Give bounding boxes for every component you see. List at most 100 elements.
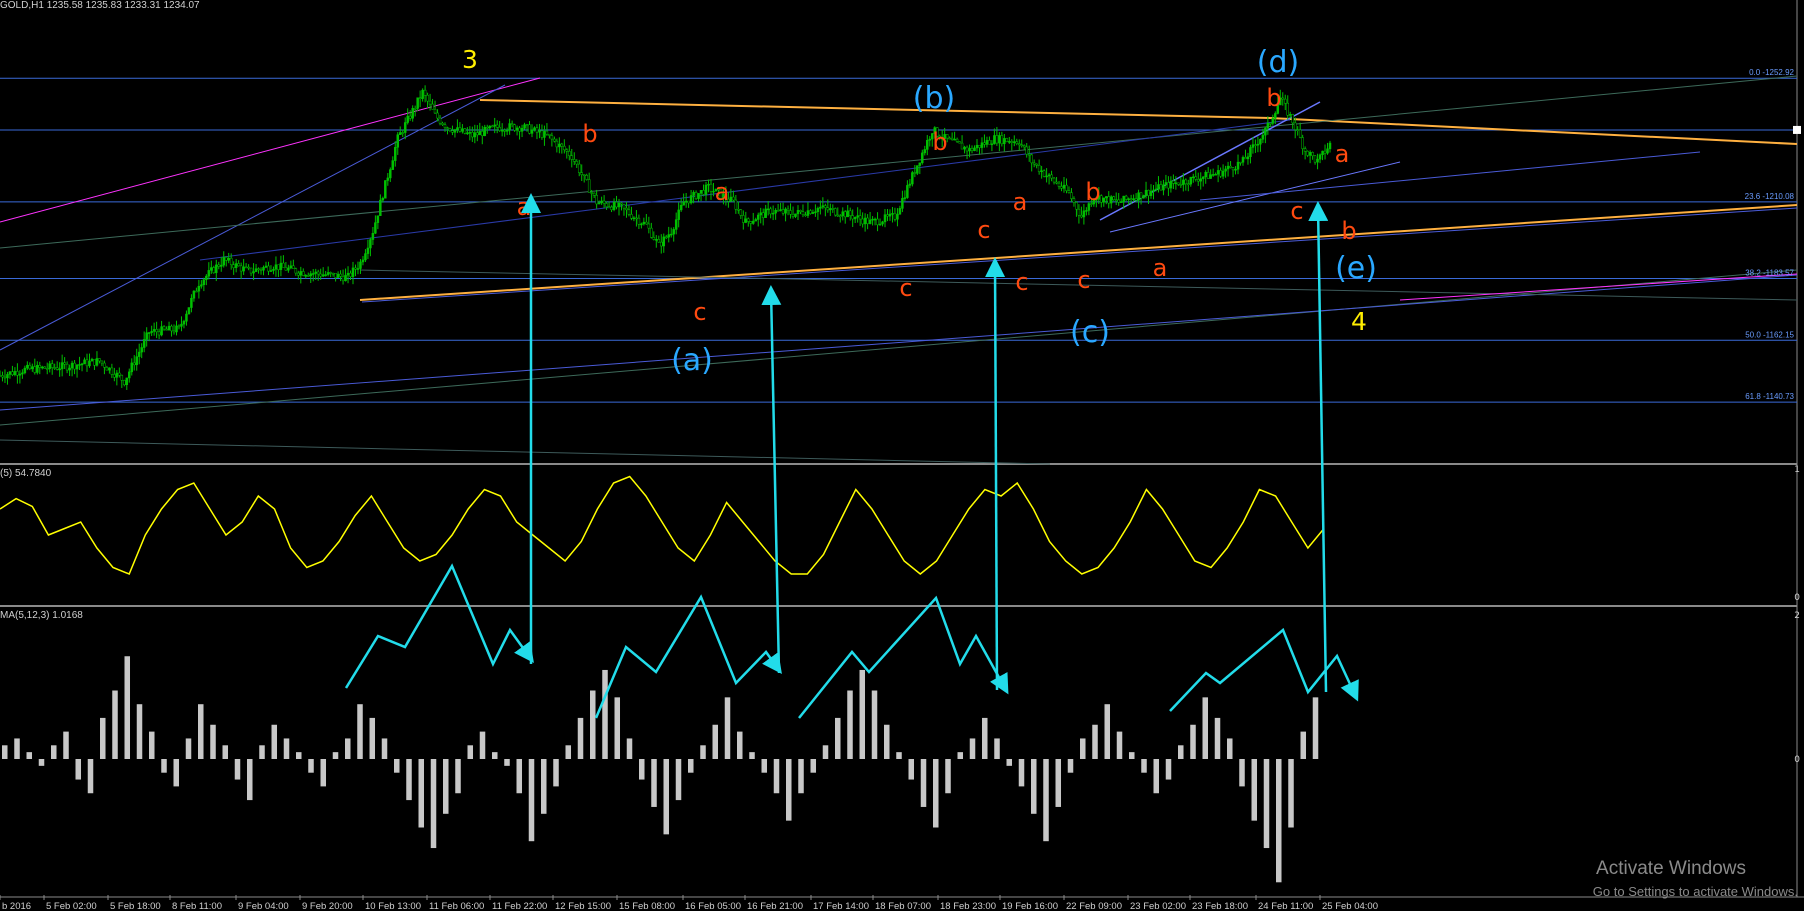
candle-body — [1114, 199, 1118, 201]
macd-bar — [492, 752, 498, 759]
candle-body — [774, 209, 777, 214]
wave-label-orange: c — [899, 274, 912, 302]
bottom-gray-line — [0, 439, 1051, 465]
candle-body — [1236, 161, 1240, 170]
candle-body — [215, 264, 218, 273]
wave-label-orange: a — [1335, 140, 1350, 168]
candle-body — [742, 215, 745, 223]
macd-bar — [700, 745, 706, 759]
macd-bar — [675, 759, 682, 801]
candle-body — [1142, 195, 1145, 199]
candle-body — [284, 267, 288, 271]
candle-body — [627, 209, 631, 215]
candle-body — [1060, 186, 1063, 189]
candle-body — [940, 137, 944, 140]
candle-body — [1032, 162, 1036, 165]
macd-bar — [1190, 724, 1196, 759]
candle-body — [476, 132, 479, 136]
candle-body — [993, 135, 996, 145]
candle-body — [816, 208, 820, 213]
candle-body — [1, 375, 4, 378]
candle-body — [396, 134, 400, 148]
macd-bar — [271, 724, 278, 759]
stoch-label: (5) 54.7840 — [0, 468, 52, 479]
candle-body — [493, 124, 496, 127]
candle-body — [796, 210, 800, 215]
candle-body — [642, 221, 646, 225]
macd-bar — [1276, 759, 1282, 883]
candle-body — [669, 233, 673, 236]
candle-body — [513, 124, 516, 131]
candle-body — [558, 143, 561, 148]
macd-bar — [798, 759, 804, 794]
macd-bar — [1251, 759, 1258, 821]
candle-body — [1288, 114, 1292, 116]
candle-body — [829, 208, 832, 211]
triangle-top-line — [1269, 117, 1798, 145]
candle-body — [995, 135, 999, 144]
candle-body — [125, 377, 129, 386]
candle-body — [346, 272, 350, 276]
stoch-scale-bottom: 0 — [1794, 593, 1800, 603]
candle-body — [553, 138, 556, 142]
candle-body — [876, 218, 879, 226]
candle-body — [135, 356, 138, 366]
candle-body — [73, 362, 76, 370]
macd-bar — [394, 759, 400, 773]
candle-body — [43, 366, 46, 369]
candle-body — [232, 264, 235, 269]
candle-body — [53, 367, 56, 369]
candle-body — [307, 275, 310, 277]
candle-body — [115, 372, 119, 378]
candle-body — [1276, 104, 1280, 114]
candle-body — [1109, 196, 1113, 204]
candle-body — [1167, 182, 1170, 189]
macd-bar — [871, 690, 878, 759]
candle-body — [1261, 134, 1265, 140]
macd-bar — [577, 717, 584, 759]
candle-body — [620, 202, 623, 205]
candle-body — [302, 271, 305, 276]
macd-bar — [982, 717, 988, 759]
candle-body — [1206, 172, 1210, 179]
candle-body — [980, 142, 984, 148]
macd-bar — [124, 656, 131, 759]
candle-body — [242, 266, 245, 272]
time-label: 8 Feb 11:00 — [172, 901, 222, 911]
candle-body — [140, 347, 143, 353]
candle-body — [1229, 165, 1232, 168]
candle-body — [667, 234, 670, 238]
candle-body — [123, 380, 126, 386]
candle-body — [548, 133, 551, 136]
candle-body — [990, 143, 994, 146]
macd-bar — [786, 759, 792, 821]
candle-body — [18, 373, 22, 376]
candle-body — [456, 127, 459, 130]
macd-bar — [87, 759, 94, 794]
candle-body — [523, 124, 526, 129]
macd-bar — [26, 752, 33, 759]
candle-body — [463, 128, 467, 134]
candle-body — [433, 109, 437, 114]
candle-body — [764, 208, 767, 218]
candle-body — [831, 208, 835, 210]
macd-bar — [1116, 731, 1123, 759]
candle-body — [545, 130, 549, 135]
candle-body — [647, 223, 651, 229]
long-green-line-low — [0, 269, 1798, 426]
candle-body — [257, 268, 260, 270]
candle-body — [331, 272, 335, 275]
candle-body — [155, 329, 158, 333]
candle-body — [632, 217, 636, 220]
macd-bar — [149, 731, 155, 759]
candle-body — [1184, 179, 1188, 185]
macd-bar — [1214, 717, 1221, 759]
candle-body — [279, 262, 283, 270]
candle-body — [1105, 196, 1108, 199]
candle-body — [453, 129, 457, 133]
candle-body — [1040, 170, 1043, 172]
candle-body — [1311, 152, 1314, 157]
candle-body — [1328, 142, 1332, 150]
candle-body — [369, 239, 372, 249]
candle-body — [177, 325, 181, 328]
